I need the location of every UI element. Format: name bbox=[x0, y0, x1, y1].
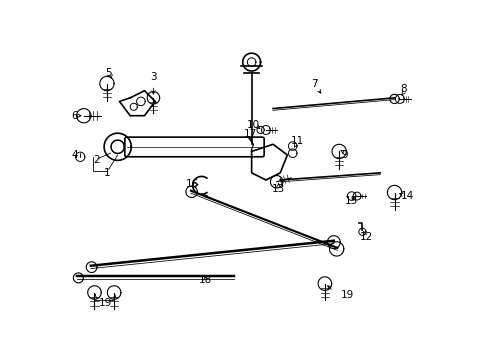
Text: 15: 15 bbox=[344, 196, 357, 206]
Text: 19: 19 bbox=[99, 298, 112, 308]
Text: 11: 11 bbox=[290, 136, 304, 147]
Text: 17: 17 bbox=[244, 129, 257, 139]
Text: 5: 5 bbox=[105, 68, 112, 78]
Text: 8: 8 bbox=[399, 84, 406, 94]
Text: 10: 10 bbox=[246, 120, 260, 130]
Text: 19: 19 bbox=[340, 290, 353, 300]
Text: 12: 12 bbox=[359, 232, 372, 242]
Text: 18: 18 bbox=[198, 275, 211, 285]
FancyBboxPatch shape bbox=[124, 137, 264, 157]
Text: 2: 2 bbox=[93, 156, 100, 165]
Text: 6: 6 bbox=[71, 111, 78, 121]
Text: 4: 4 bbox=[71, 150, 78, 160]
Text: 13: 13 bbox=[271, 184, 285, 194]
Text: 14: 14 bbox=[400, 191, 413, 201]
Text: 1: 1 bbox=[103, 168, 110, 178]
Text: 9: 9 bbox=[341, 150, 347, 160]
Text: 16: 16 bbox=[186, 179, 199, 189]
Text: 7: 7 bbox=[310, 78, 317, 89]
Text: 3: 3 bbox=[150, 72, 156, 82]
